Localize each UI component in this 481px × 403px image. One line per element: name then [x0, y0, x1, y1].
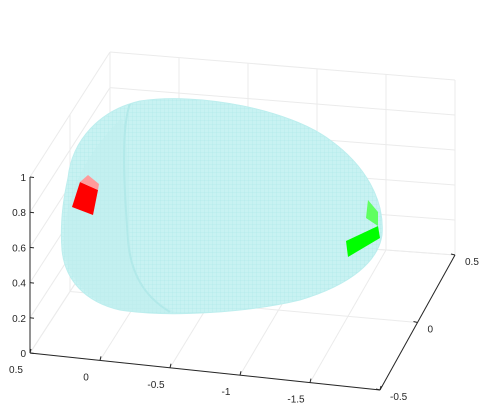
y-tick-label: -0.5 [390, 392, 408, 403]
ticklabels-layer: 00.20.40.60.810.50-0.5-1-1.5-2-0.500.5 [9, 173, 479, 403]
x-tick-label: 0.5 [9, 365, 23, 376]
green-patch [346, 226, 380, 257]
z-tick [29, 246, 35, 249]
x-tick [239, 371, 242, 376]
surface-mesh [60, 98, 383, 315]
z-tick-label: 1 [20, 173, 26, 184]
x-tick [29, 348, 32, 354]
z-tick-label: 0.6 [12, 243, 26, 254]
green-patch-edge [366, 200, 378, 226]
x-tick-label: -1 [222, 387, 231, 398]
patches [72, 175, 380, 257]
y-tick-label: 0.5 [465, 257, 479, 268]
z-tick-label: 0.8 [12, 208, 26, 219]
grid-line-z [29, 87, 111, 213]
grid-line-z [29, 51, 111, 178]
z-tick [29, 317, 35, 319]
x-axis-line [29, 352, 381, 391]
z-tick-label: 0.4 [12, 279, 26, 290]
surface-fold-shading [63, 118, 176, 312]
grid-line-z [109, 51, 456, 81]
surface-body [60, 98, 383, 315]
x-tick [169, 363, 172, 368]
z-tick [29, 282, 35, 284]
axes-layer [29, 176, 456, 391]
grid-line-z [109, 87, 456, 116]
y-tick [375, 388, 381, 391]
x-tick-label: 0 [83, 372, 89, 383]
y-tick-label: 0 [428, 325, 434, 336]
red-patch-edge [80, 175, 99, 190]
x-tick-label: -0.5 [147, 380, 165, 391]
y-tick [413, 321, 418, 323]
z-tick [29, 211, 35, 214]
z-tick-label: 0 [20, 349, 26, 360]
surface-fold-line [123, 103, 171, 313]
z-tick [29, 352, 35, 354]
x-tick [309, 378, 312, 383]
z-tick [29, 176, 35, 178]
y-tick [450, 253, 456, 256]
x-tick [379, 385, 382, 391]
red-patch [72, 182, 98, 215]
x-tick-label: -1.5 [287, 395, 305, 403]
x-tick [99, 356, 102, 361]
z-tick-label: 0.2 [12, 314, 26, 325]
